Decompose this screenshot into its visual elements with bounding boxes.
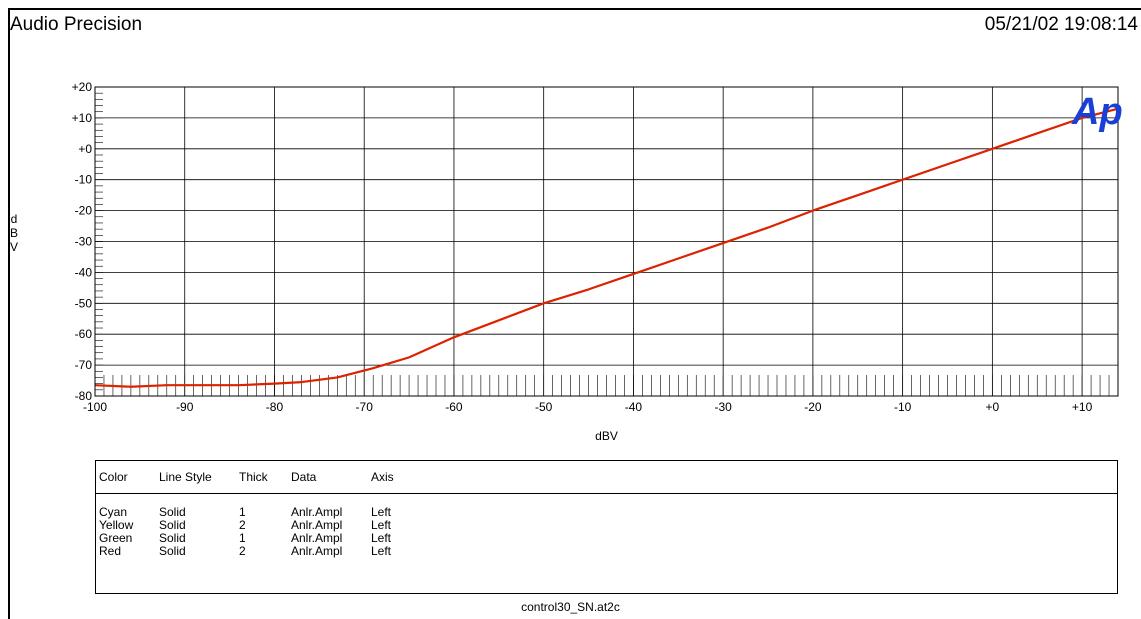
x-tick-label: -60 <box>445 400 463 414</box>
x-tick-label: -100 <box>83 400 107 414</box>
x-tick-label: -80 <box>266 400 284 414</box>
legend-divider <box>96 493 1117 494</box>
page-frame <box>8 8 1141 619</box>
y-tick-label: -20 <box>75 204 93 218</box>
legend-cell: Red <box>99 544 122 558</box>
minor-ticks <box>94 86 1119 397</box>
y-tick-labels: +20 +10 +0 -10 -20 -30 -40 -50 -60 -70 -80 <box>72 80 93 403</box>
y-tick-label: -50 <box>75 296 93 310</box>
legend-cell: Solid <box>159 518 186 532</box>
x-tick-labels: -100 -90 -80 -70 -60 -50 -40 -30 -20 -10 +0 +10 <box>83 400 1093 414</box>
series-lines <box>94 107 1119 388</box>
y-tick-label: -80 <box>75 389 93 403</box>
legend-cell: 2 <box>239 518 246 532</box>
y-axis-label-char: V <box>9 240 18 254</box>
chart: -100 -90 -80 -70 -60 -50 -40 -30 -20 -10 +0 +10 +20… <box>72 80 1123 443</box>
legend-cell: Left <box>371 531 392 545</box>
legend-header-line-style: Line Style <box>159 470 212 484</box>
legend-cell: Anlr.Ampl <box>291 544 343 558</box>
legend-header-color: Color <box>99 470 128 484</box>
legend-cell: 2 <box>239 544 246 558</box>
plot-border <box>94 86 1119 397</box>
legend-table: Color Line Style Thick Data Axis Cyan Sol… <box>95 460 1118 594</box>
legend-cell: Left <box>371 505 392 519</box>
x-tick-label: -30 <box>714 400 732 414</box>
legend-cell: Green <box>99 531 133 545</box>
legend-cell: 1 <box>239 505 246 519</box>
y-tick-label: -10 <box>75 173 93 187</box>
y-tick-label: -40 <box>75 265 93 279</box>
ap-logo: Ap <box>1071 91 1123 133</box>
legend-cell: Solid <box>159 505 186 519</box>
x-tick-label: +0 <box>986 400 1000 414</box>
y-axis-label-char: B <box>9 226 18 240</box>
y-tick-label: +10 <box>72 111 93 125</box>
legend-header-thick: Thick <box>239 470 268 484</box>
x-tick-label: -90 <box>176 400 194 414</box>
x-tick-label: +10 <box>1072 400 1093 414</box>
y-axis-label-char: d <box>10 212 18 226</box>
x-tick-label: -20 <box>804 400 822 414</box>
legend-cell: 1 <box>239 531 246 545</box>
series-line-red <box>94 107 1119 388</box>
x-tick-label: -10 <box>894 400 912 414</box>
y-tick-label: -60 <box>75 327 93 341</box>
legend-cell: Cyan <box>99 505 128 519</box>
timestamp: 05/21/02 19:08:14 <box>984 14 1138 35</box>
legend-header-data: Data <box>291 470 317 484</box>
legend-cell: Solid <box>159 544 186 558</box>
x-tick-label: -40 <box>625 400 643 414</box>
x-tick-label: -50 <box>535 400 553 414</box>
legend-cell: Yellow <box>99 518 134 532</box>
file-name: control30_SN.at2c <box>521 600 620 614</box>
legend-cell: Anlr.Ampl <box>291 505 343 519</box>
x-tick-label: -70 <box>356 400 374 414</box>
legend-cell: Anlr.Ampl <box>291 531 343 545</box>
x-axis-label: dBV <box>595 429 618 443</box>
legend-cell: Left <box>371 518 392 532</box>
legend-header-axis: Axis <box>371 470 394 484</box>
y-tick-label: -30 <box>75 235 93 249</box>
y-tick-label: -70 <box>75 358 93 372</box>
y-tick-label: +0 <box>78 142 92 156</box>
legend-cell: Left <box>371 544 392 558</box>
y-tick-label: +20 <box>72 80 93 94</box>
grid <box>94 86 1118 397</box>
app-title: Audio Precision <box>10 14 143 35</box>
legend-cell: Anlr.Ampl <box>291 518 343 532</box>
legend-cell: Solid <box>159 531 186 545</box>
